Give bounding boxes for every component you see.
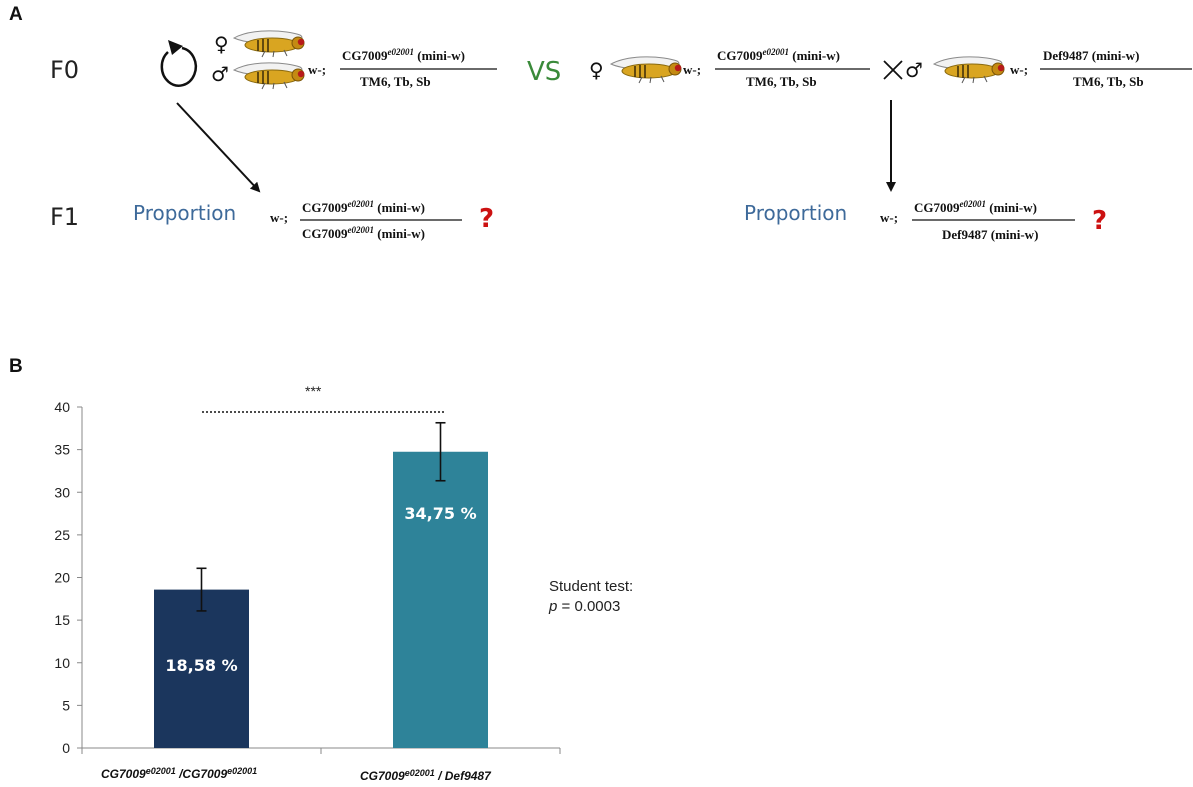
- male-symbol: ♂: [211, 62, 229, 86]
- f1-label: F1: [50, 203, 79, 231]
- w-prefix: w-;: [880, 210, 898, 225]
- y-tick-label: 20: [54, 570, 70, 586]
- right-male-top: Def9487 (mini-w): [1043, 48, 1139, 63]
- f0-label: F0: [50, 56, 79, 84]
- male-symbol: ♂: [905, 58, 923, 82]
- bar-value-label: 18,58 %: [165, 656, 237, 675]
- right-female-top: CG7009e02001 (mini-w): [717, 47, 840, 63]
- stat-p-value: p = 0.0003: [548, 598, 620, 615]
- y-tick-label: 40: [54, 399, 70, 415]
- fruit-fly-icon: [233, 62, 305, 90]
- proportion-label: Proportion: [744, 201, 847, 225]
- bar-value-label: 34,75 %: [404, 504, 476, 523]
- right-male-bottom: TM6, Tb, Sb: [1073, 74, 1144, 89]
- question-mark: ?: [479, 204, 494, 234]
- right-result-bottom: Def9487 (mini-w): [942, 227, 1038, 242]
- bars: 18,58 % 34,75 %: [154, 421, 488, 748]
- proportion-label: Proportion: [133, 201, 236, 225]
- y-tick-label: 30: [54, 484, 70, 500]
- w-prefix: w-;: [683, 62, 701, 77]
- left-cross-top: CG7009e02001 (mini-w): [342, 47, 465, 63]
- panel-a-letter: A: [9, 4, 23, 25]
- x-category-2: CG7009e02001 / Def9487: [360, 768, 492, 783]
- y-tick-label: 25: [54, 527, 70, 543]
- x-category-1: CG7009e02001 /CG7009e02001: [101, 766, 257, 781]
- w-prefix: w-;: [270, 210, 288, 225]
- left-result-top: CG7009e02001 (mini-w): [302, 199, 425, 215]
- right-female-bottom: TM6, Tb, Sb: [746, 74, 817, 89]
- fruit-fly-icon: [933, 56, 1005, 84]
- y-tick-label: 35: [54, 442, 70, 458]
- y-tick-label: 15: [54, 612, 70, 628]
- y-tick-label: 0: [62, 740, 70, 756]
- circular-arrow-icon: [160, 40, 198, 87]
- right-result-top: CG7009e02001 (mini-w): [914, 199, 1037, 215]
- female-symbol: ♀: [589, 58, 604, 82]
- fruit-fly-icon: [610, 56, 682, 84]
- bar-2: [393, 451, 488, 748]
- y-tick-label: 10: [54, 655, 70, 671]
- vs-label: VS: [527, 57, 561, 87]
- left-result-bottom: CG7009e02001 (mini-w): [302, 225, 425, 241]
- stat-test-label: Student test:: [549, 578, 633, 595]
- left-cross-bottom: TM6, Tb, Sb: [360, 74, 431, 89]
- y-tick-label: 5: [62, 697, 70, 713]
- significance-stars: ***: [305, 383, 322, 399]
- bar-chart: 0 5 10 15 20 25 30 35 40 18,58 % 34,75 %: [54, 399, 561, 756]
- bar-1: [154, 589, 249, 748]
- w-prefix: w-;: [308, 62, 326, 77]
- fruit-fly-icon: [233, 30, 305, 58]
- female-symbol: ♀: [214, 32, 229, 56]
- panel-b-letter: B: [9, 356, 23, 377]
- question-mark: ?: [1092, 206, 1107, 236]
- w-prefix: w-;: [1010, 62, 1028, 77]
- cross-icon: [883, 60, 903, 80]
- self-cross-arrow: [176, 102, 261, 193]
